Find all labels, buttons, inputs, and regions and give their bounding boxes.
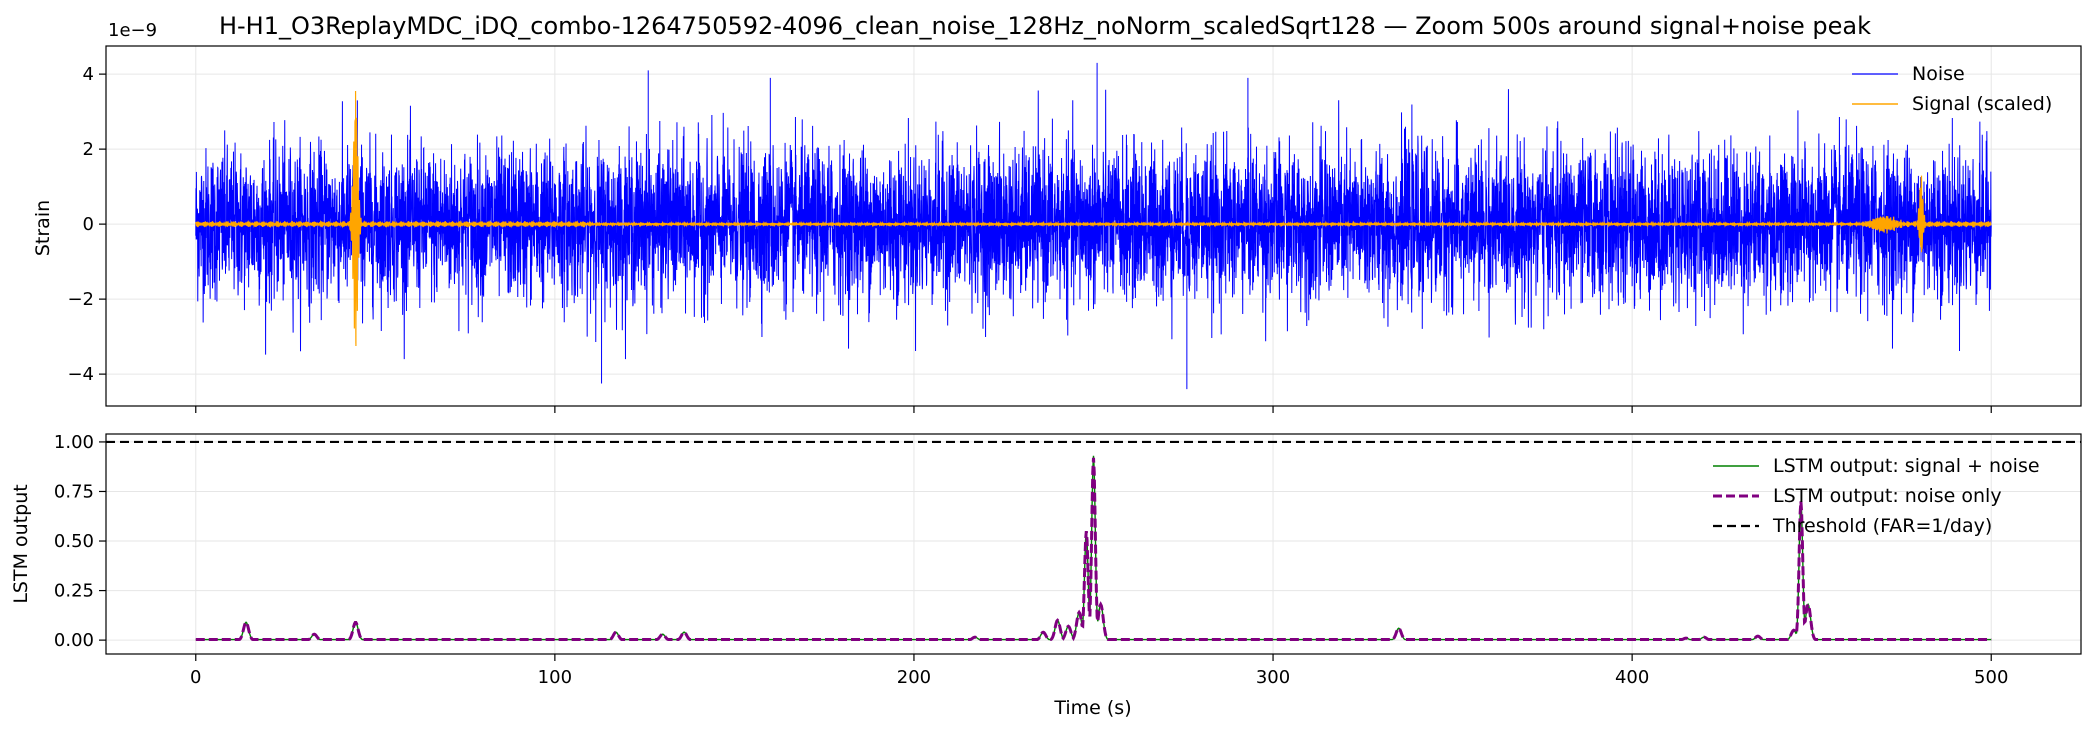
strain-y-tick-label: 4 xyxy=(83,64,94,85)
strain-offset-text: 1e−9 xyxy=(108,20,157,41)
strain-y-tick-label: −4 xyxy=(67,364,94,385)
strain-y-tick-label: 2 xyxy=(83,139,94,160)
lstm-axes-frame xyxy=(105,433,2082,655)
lstm-y-tick-label: 1.00 xyxy=(54,432,94,453)
lstm-panel: 0 100 200 300 400 500 0.00 0.25 0.50 0.75 1.00 LST… xyxy=(10,432,2082,719)
x-tick-label: 300 xyxy=(1256,667,1290,688)
lstm-ticks: 0 100 200 300 400 500 0.00 0.25 0.50 0.75 1.00 xyxy=(54,432,2008,688)
strain-ticks: 4 2 0 −2 −4 xyxy=(67,64,1992,413)
legend-lstm-signal-noise-label: LSTM output: signal + noise xyxy=(1773,455,2040,477)
signal-series-line xyxy=(195,90,1992,347)
legend-lstm-noise-only: LSTM output: noise only xyxy=(1713,485,2002,507)
time-x-axis-label: Time (s) xyxy=(1053,697,1131,719)
strain-series xyxy=(195,62,1992,390)
strain-y-tick-label: 0 xyxy=(83,214,94,235)
lstm-y-tick-label: 0.00 xyxy=(54,630,94,651)
legend-lstm-signal-noise: LSTM output: signal + noise xyxy=(1713,455,2040,477)
legend-threshold-label: Threshold (FAR=1/day) xyxy=(1772,515,1992,537)
x-tick-label: 100 xyxy=(538,667,572,688)
legend-noise: Noise xyxy=(1852,63,1965,85)
strain-panel: 4 2 0 −2 −4 Strain 1e−9 Noise Signal (scaled) xyxy=(32,20,2082,413)
lstm-y-tick-label: 0.75 xyxy=(54,481,94,502)
strain-y-axis-label: Strain xyxy=(32,200,54,256)
legend-signal: Signal (scaled) xyxy=(1852,93,2052,115)
strain-axes-frame xyxy=(105,45,2082,407)
strain-legend: Noise Signal (scaled) xyxy=(1852,63,2052,115)
x-tick-label: 0 xyxy=(190,667,201,688)
chart-title: H-H1_O3ReplayMDC_iDQ_combo-1264750592-40… xyxy=(219,12,1871,40)
legend-signal-label: Signal (scaled) xyxy=(1912,93,2052,115)
lstm-y-tick-label: 0.50 xyxy=(54,531,94,552)
lstm-noise-only-line xyxy=(195,457,1992,642)
legend-threshold: Threshold (FAR=1/day) xyxy=(1713,515,1992,537)
legend-lstm-noise-only-label: LSTM output: noise only xyxy=(1773,485,2002,507)
strain-y-tick-label: −2 xyxy=(67,289,94,310)
x-tick-label: 400 xyxy=(1615,667,1649,688)
lstm-series xyxy=(106,440,2081,642)
x-tick-label: 200 xyxy=(897,667,931,688)
lstm-legend: LSTM output: signal + noise LSTM output: … xyxy=(1713,455,2040,537)
legend-noise-label: Noise xyxy=(1912,63,1965,85)
lstm-y-axis-label: LSTM output xyxy=(10,484,32,603)
x-tick-label: 500 xyxy=(1974,667,2008,688)
lstm-y-tick-label: 0.25 xyxy=(54,581,94,602)
